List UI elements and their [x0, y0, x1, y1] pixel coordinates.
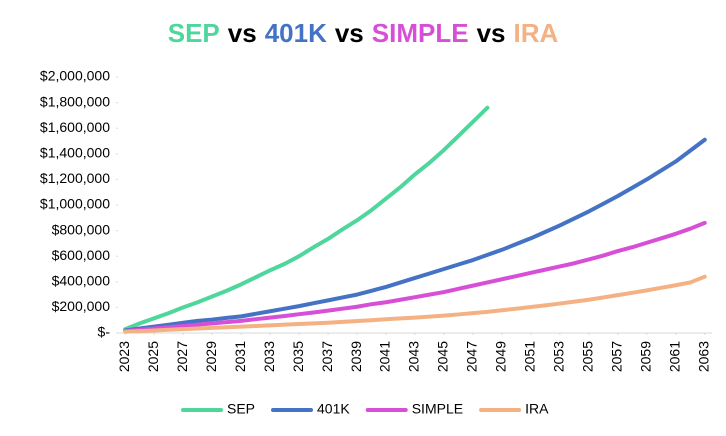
x-tick-label: 2051: [522, 341, 538, 372]
y-tick-label: $200,000: [52, 298, 111, 314]
title-word: vs: [335, 18, 364, 48]
chart-title: SEP vs 401K vs SIMPLE vs IRA: [168, 18, 559, 48]
x-tick-label: 2045: [435, 341, 451, 372]
title-word: IRA: [513, 18, 558, 48]
legend-label: SEP: [227, 401, 255, 417]
x-tick-label: 2039: [348, 341, 364, 372]
x-tick-label: 2023: [116, 341, 132, 372]
legend-label: 401K: [317, 401, 350, 417]
x-tick-label: 2043: [406, 341, 422, 372]
y-tick-label: $400,000: [52, 273, 111, 289]
x-tick-label: 2033: [261, 341, 277, 372]
x-tick-label: 2055: [580, 341, 596, 372]
x-tick-label: 2041: [377, 341, 393, 372]
title-word: vs: [228, 18, 257, 48]
x-tick-label: 2057: [609, 341, 625, 372]
y-tick-label: $1,800,000: [40, 93, 110, 109]
x-tick-label: 2037: [319, 341, 335, 372]
y-tick-label: $1,000,000: [40, 196, 110, 212]
y-tick-label: $1,400,000: [40, 145, 110, 161]
y-tick-label: $1,600,000: [40, 119, 110, 135]
title-word: SEP: [168, 18, 220, 48]
x-tick-label: 2031: [232, 341, 248, 372]
series-line: [123, 105, 490, 332]
x-tick-label: 2059: [638, 341, 654, 372]
x-tick-label: 2047: [464, 341, 480, 372]
series-line: [123, 274, 707, 334]
legend-label: IRA: [525, 401, 549, 417]
title-word: vs: [477, 18, 506, 48]
x-tick-label: 2061: [666, 341, 682, 372]
x-tick-label: 2035: [290, 341, 306, 372]
y-tick-label: $2,000,000: [40, 68, 110, 84]
y-tick-label: $1,200,000: [40, 170, 110, 186]
series-line: [123, 220, 707, 334]
x-tick-label: 2049: [493, 341, 509, 372]
x-tick-label: 2029: [203, 341, 219, 372]
x-tick-label: 2063: [695, 341, 711, 372]
x-tick-label: 2053: [551, 341, 567, 372]
title-word: 401K: [265, 18, 327, 48]
x-tick-label: 2025: [145, 341, 161, 372]
x-tick-label: 2027: [174, 341, 190, 372]
legend-label: SIMPLE: [412, 401, 463, 417]
title-word: SIMPLE: [372, 18, 469, 48]
series-line: [123, 137, 707, 333]
y-tick-label: $800,000: [52, 221, 111, 237]
y-tick-label: $-: [98, 324, 111, 340]
y-tick-label: $600,000: [52, 247, 111, 263]
